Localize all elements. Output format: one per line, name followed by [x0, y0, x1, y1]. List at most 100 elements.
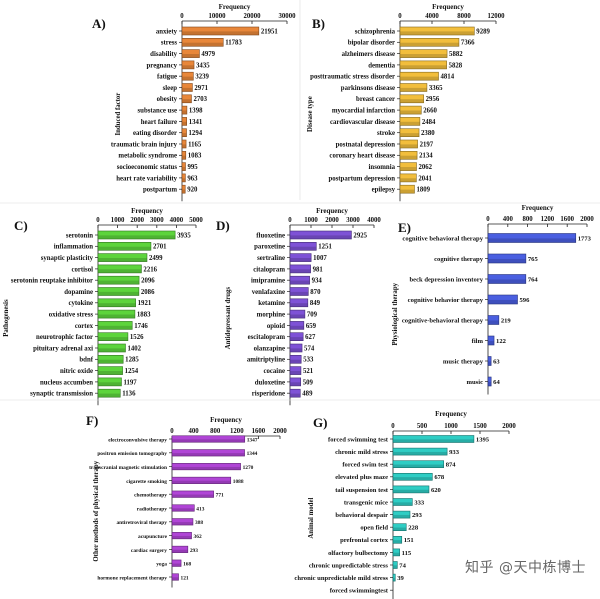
category-label: cigarette smoking: [126, 479, 167, 485]
bar-shade: [488, 299, 518, 304]
bar-shade: [393, 514, 410, 519]
bar-shade: [290, 359, 302, 364]
data-label: 1088: [233, 479, 244, 485]
y-axis-label: Induced factor: [115, 93, 122, 136]
category-label: neurotrophic factor: [36, 334, 93, 341]
x-tick-label: 1600: [252, 428, 266, 435]
bar-shade: [290, 393, 301, 398]
data-label: 1251: [318, 244, 332, 251]
x-tick-label: 10000: [209, 13, 227, 20]
bar-shade: [290, 314, 305, 319]
bar-shade: [172, 453, 245, 457]
data-label: 3239: [195, 74, 209, 81]
data-label: 1007: [313, 255, 327, 262]
bar-shade: [400, 42, 459, 47]
data-label: 2703: [193, 96, 207, 103]
bar-shade: [290, 382, 301, 386]
category-label: cardiac surgery: [131, 548, 167, 554]
bar-shade: [172, 494, 214, 498]
category-label: cognitive behavior therapy: [408, 297, 484, 304]
y-axis-label: Animal model: [308, 498, 315, 539]
category-label: behavioral despair: [335, 512, 388, 519]
x-tick-label: 0: [391, 423, 395, 430]
bar-shade: [182, 167, 186, 171]
bar-shade: [182, 144, 187, 148]
x-tick-label: 400: [503, 216, 514, 223]
chart-panel-d: D) Frequency 0 1000 2000 3000 4000 Antidepressa…: [216, 207, 381, 406]
bar-shade: [98, 348, 126, 352]
category-label: sertraline: [257, 255, 285, 262]
panel-letter: C): [14, 218, 28, 233]
bar-shade: [182, 54, 200, 58]
category-label: tail suspension test: [335, 487, 389, 494]
category-label: postnatal depression: [336, 141, 396, 148]
x-tick-label: 4000: [170, 217, 184, 224]
data-label: 39: [397, 575, 404, 582]
category-label: forced swimmingtest: [330, 588, 389, 595]
x-tick-label: 0: [180, 13, 184, 20]
x-tick-label: 800: [210, 428, 221, 435]
panel-letter: G): [313, 415, 327, 430]
data-label: 1395: [476, 436, 490, 443]
bar-shade: [393, 489, 429, 493]
data-label: 121: [181, 575, 189, 581]
data-label: 219: [501, 317, 512, 324]
category-label: acupuncture: [138, 534, 168, 540]
bar-shade: [98, 235, 176, 239]
bar-shade: [172, 549, 188, 553]
category-label: cognitive therapy: [434, 256, 484, 263]
x-tick-label: 800: [522, 216, 533, 223]
data-label: 1773: [578, 235, 592, 242]
category-label: fluoxetine: [256, 232, 285, 239]
category-label: yoga: [156, 562, 167, 568]
bar-shade: [98, 314, 135, 319]
data-label: 362: [194, 534, 202, 540]
category-label: socioeconomic status: [117, 164, 178, 171]
category-label: inflammation: [54, 244, 93, 251]
data-label: 2062: [418, 164, 432, 171]
category-label: bipolar disorder: [348, 40, 395, 47]
bar-shade: [98, 393, 121, 398]
data-label: 228: [408, 525, 419, 532]
bar-shade: [182, 42, 224, 47]
data-label: 620: [431, 487, 442, 494]
x-tick-label: 1000: [304, 217, 318, 224]
data-label: 413: [196, 506, 204, 512]
data-label: 933: [449, 449, 460, 456]
data-label: 3935: [177, 232, 191, 239]
category-label: prefrontal cortex: [340, 537, 389, 544]
category-label: heart failure: [141, 119, 177, 126]
bar-shade: [400, 54, 448, 58]
chart-panel-b: B) Frequency 0 4000 8000 12000 Disease type 928…: [307, 3, 505, 202]
data-label: 764: [528, 276, 539, 283]
bar-shade: [172, 508, 195, 512]
axis-title: Frequency: [131, 207, 163, 215]
data-label: 4814: [441, 74, 455, 81]
bar-shade: [290, 246, 317, 251]
bar-shade: [393, 439, 474, 443]
data-label: 333: [414, 499, 425, 506]
bar-shade: [98, 337, 128, 341]
bar-shade: [393, 565, 398, 569]
category-label: electroconvulsive therapy: [108, 437, 167, 443]
category-label: elevated plus maze: [335, 474, 388, 481]
bar-shade: [172, 480, 231, 484]
category-label: music: [467, 379, 484, 386]
category-label: postpartum: [143, 187, 177, 194]
bar-shade: [182, 133, 187, 137]
category-label: imipramine: [251, 278, 285, 285]
category-label: eating disorder: [133, 130, 177, 137]
data-label: 2660: [423, 108, 437, 115]
category-label: pituitary adrenal axi: [33, 345, 93, 352]
category-label: bdnf: [79, 357, 93, 364]
category-label: open field: [360, 525, 388, 532]
bar-shade: [400, 167, 417, 171]
bar-shade: [98, 246, 151, 251]
data-label: 115: [402, 550, 412, 557]
x-tick-label: 8000: [457, 13, 471, 20]
category-label: insomnia: [369, 164, 396, 171]
category-label: posttraumatic stress disorder: [310, 74, 395, 81]
category-label: transgenic mice: [344, 499, 388, 506]
bar-shade: [182, 87, 193, 92]
category-label: nitric oxide: [60, 368, 93, 375]
